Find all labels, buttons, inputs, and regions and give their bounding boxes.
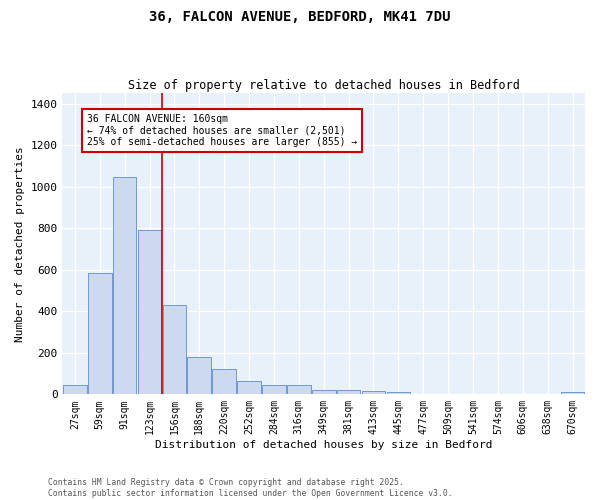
Bar (262, 385, 286, 394)
Bar (63, 384, 86, 394)
Title: Size of property relative to detached houses in Bedford: Size of property relative to detached ho… (128, 79, 520, 92)
Bar (113, 177, 136, 394)
X-axis label: Distribution of detached houses by size in Bedford: Distribution of detached houses by size … (155, 440, 493, 450)
Y-axis label: Number of detached properties: Number of detached properties (15, 146, 25, 342)
Text: Contains HM Land Registry data © Crown copyright and database right 2025.
Contai: Contains HM Land Registry data © Crown c… (48, 478, 452, 498)
Bar (187, 358, 211, 395)
Bar (237, 381, 261, 394)
Bar (287, 384, 311, 394)
Bar (561, 392, 584, 394)
Bar (88, 273, 112, 394)
Bar (337, 390, 361, 394)
Bar (212, 370, 236, 394)
Bar (163, 305, 186, 394)
Bar (386, 392, 410, 394)
Bar (312, 390, 335, 394)
Text: 36, FALCON AVENUE, BEDFORD, MK41 7DU: 36, FALCON AVENUE, BEDFORD, MK41 7DU (149, 10, 451, 24)
Bar (137, 230, 161, 394)
Text: 36 FALCON AVENUE: 160sqm
← 74% of detached houses are smaller (2,501)
25% of sem: 36 FALCON AVENUE: 160sqm ← 74% of detach… (88, 114, 358, 147)
Bar (362, 392, 385, 394)
